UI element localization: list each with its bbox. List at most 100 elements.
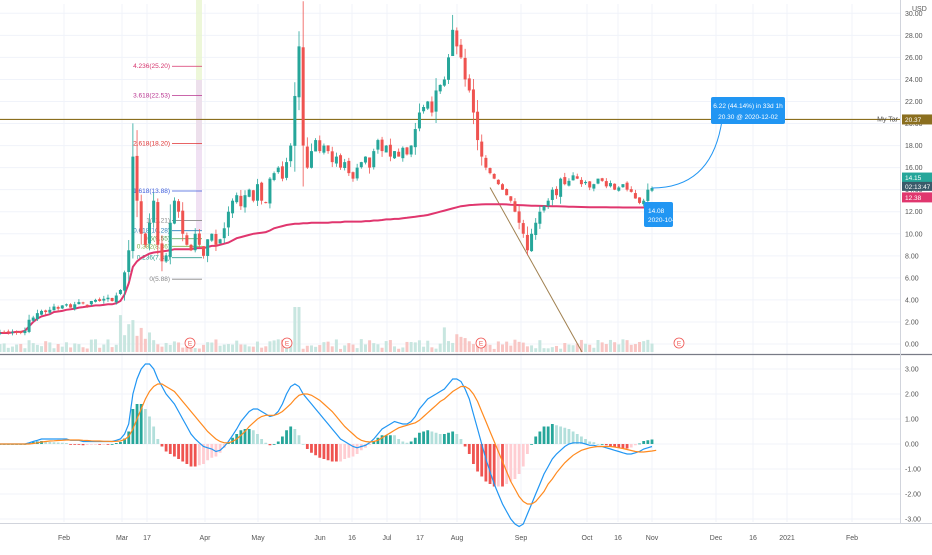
- candle-body: [301, 47, 305, 146]
- candle-body: [172, 200, 176, 224]
- volume-bar: [492, 348, 496, 352]
- candle-body: [476, 111, 480, 141]
- volume-bar: [206, 342, 210, 352]
- volume-bar: [500, 344, 504, 352]
- macd-histogram-bar: [102, 444, 106, 445]
- candle-body: [2, 331, 6, 333]
- axes[interactable]: 30.00 28.00 26.00 24.00 22.00 20.00 18.00 16.00…: [58, 6, 927, 542]
- candle-body: [222, 228, 226, 239]
- price-badge: 12.38: [902, 192, 932, 203]
- volume-bar: [148, 332, 152, 352]
- macd-histogram-bar: [604, 444, 608, 446]
- candle-body: [459, 44, 463, 58]
- candle-body: [596, 178, 600, 184]
- price-projection[interactable]: 6.22 (44.14%) in 33d 1h 20.30 @ 2020-12-0…: [644, 97, 785, 227]
- volume-bar: [52, 348, 56, 352]
- volume-bar: [69, 347, 73, 352]
- candle-body: [168, 222, 172, 258]
- candle-body: [135, 155, 139, 201]
- macd-histogram-bar: [405, 442, 409, 444]
- macd-histogram-bar: [646, 440, 650, 444]
- macd-tick-label: -1.00: [905, 467, 921, 474]
- volume-bar: [621, 339, 625, 352]
- candle-body: [285, 162, 289, 178]
- candle-body: [255, 184, 259, 201]
- macd-histogram-bar: [218, 444, 222, 453]
- volume-bar: [152, 340, 156, 352]
- macd-histogram-bar: [592, 442, 596, 444]
- volume-bar: [135, 335, 139, 352]
- candle-body: [638, 197, 642, 203]
- volume-bar: [584, 343, 588, 352]
- volume-bar: [2, 343, 6, 352]
- price-tick-label: 4.00: [905, 297, 919, 304]
- macd-histogram-bar: [501, 444, 504, 487]
- earnings-marker[interactable]: E: [281, 337, 293, 349]
- volume-bar: [251, 346, 255, 352]
- macd-histogram-bar: [52, 442, 56, 444]
- candle-body: [646, 189, 650, 201]
- macd-histogram-bar: [426, 430, 430, 444]
- candle-body: [409, 145, 413, 155]
- macd-tick-label: 2.00: [905, 392, 919, 399]
- volume-bar: [114, 344, 118, 352]
- volume-bar: [600, 342, 604, 352]
- volume-bar: [255, 341, 259, 352]
- macd-histogram-bar: [152, 426, 156, 444]
- volume-bar: [264, 346, 268, 352]
- volume-bar: [27, 340, 31, 352]
- macd-tick-label: -2.00: [905, 492, 921, 499]
- macd-histogram-bar: [123, 438, 126, 444]
- macd-histogram-bar: [135, 404, 139, 444]
- candle-body: [326, 145, 330, 152]
- candle-body: [584, 181, 588, 184]
- volume-bar: [496, 341, 500, 352]
- trend-line[interactable]: [489, 187, 583, 353]
- time-tick-label: May: [251, 535, 265, 542]
- macd-histogram-bar: [264, 442, 268, 444]
- candle-body: [118, 289, 122, 294]
- macd-histogram-bar: [388, 435, 392, 444]
- volume-bar: [488, 344, 492, 352]
- volume-bar: [98, 347, 102, 352]
- price-tick-label: 0.00: [905, 342, 919, 349]
- earnings-marker[interactable]: E: [475, 337, 487, 349]
- candle-body: [413, 129, 417, 148]
- macd-histogram-bar: [293, 429, 297, 444]
- projection-curve: [651, 120, 723, 189]
- macd-histogram-bar: [330, 444, 334, 462]
- earnings-marker[interactable]: E: [673, 337, 685, 349]
- volume-bar: [343, 345, 347, 352]
- candle-body: [322, 145, 326, 153]
- candle-body: [309, 151, 313, 168]
- volume-bar: [330, 346, 334, 352]
- volume-bar: [608, 339, 612, 352]
- candle-body: [260, 182, 264, 201]
- volume-bar: [168, 344, 172, 352]
- time-tick-label: 2021: [779, 535, 795, 542]
- candle-body: [451, 29, 455, 57]
- price-tick-label: 16.00: [905, 165, 923, 172]
- candle-body: [73, 304, 77, 310]
- volume-bar: [530, 345, 534, 352]
- volume-bar: [642, 341, 646, 352]
- macd-histogram-bar: [339, 444, 342, 462]
- macd-histogram-bar: [268, 444, 272, 446]
- price-badges: 20.37 14.15 02:13:47 12.38: [902, 114, 932, 203]
- macd-histogram-bar: [260, 439, 264, 444]
- macd-histogram-bar: [472, 444, 475, 464]
- candle-body: [608, 183, 612, 187]
- volume-bar: [409, 342, 413, 352]
- pane-separator[interactable]: [0, 0, 932, 524]
- earnings-marker[interactable]: E: [184, 337, 196, 349]
- macd-histogram-bar: [613, 444, 617, 448]
- macd-histogram-bar: [56, 442, 60, 444]
- candle-body: [289, 145, 293, 162]
- macd-histogram-bar: [526, 444, 529, 454]
- candle-body: [550, 189, 554, 200]
- fibonacci-extension[interactable]: 0(5.88)0.236(7.83)0.382(8.86)0.5(9.55)0.…: [133, 63, 202, 283]
- time-tick-label: Aug: [451, 535, 464, 542]
